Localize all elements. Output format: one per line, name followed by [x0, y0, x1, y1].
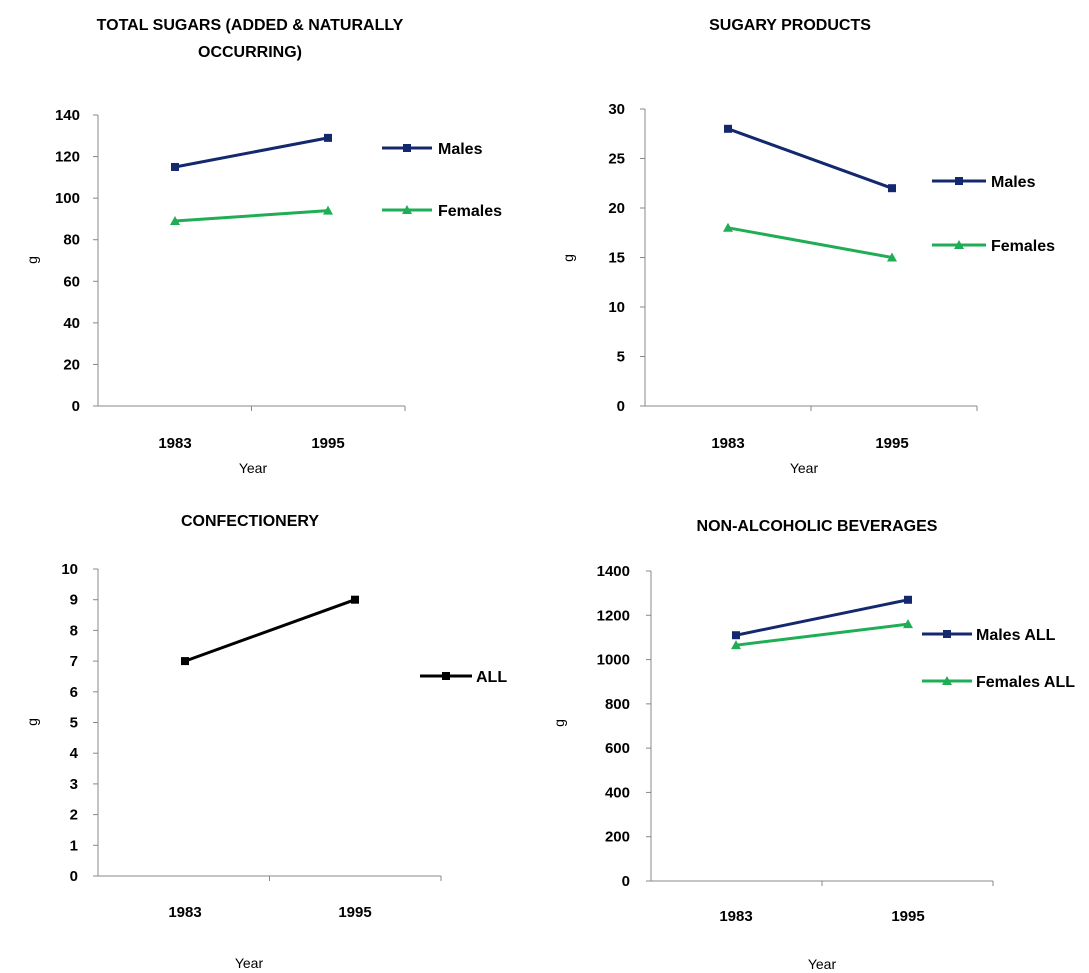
data-point-females [170, 216, 180, 226]
data-point-females [723, 222, 733, 232]
legend-marker [954, 240, 964, 249]
chart-title: SUGARY PRODUCTS [709, 17, 871, 34]
legend-label: ALL [476, 669, 507, 686]
legend-marker [402, 205, 412, 214]
y-tick-label: 1400 [597, 563, 630, 580]
y-tick-label: 200 [605, 829, 630, 846]
series-line-all [184, 598, 356, 663]
data-point-females [887, 252, 897, 262]
legend-label: Males ALL [976, 627, 1056, 644]
y-tick-label: 15 [608, 250, 625, 267]
y-tick-label: 60 [63, 273, 80, 290]
data-point-males [171, 162, 179, 171]
data-point-females-all [903, 619, 913, 629]
y-tick-label: 0 [622, 873, 630, 890]
legend-label: Males [438, 141, 483, 158]
x-axis-title: Year [239, 460, 268, 476]
y-tick-label: 10 [61, 561, 78, 578]
legend-label: Females [438, 203, 502, 220]
y-tick-label: 5 [617, 349, 625, 366]
y-axis-title: g [560, 254, 576, 262]
x-tick-label: 1983 [168, 904, 201, 921]
series-line-males [174, 136, 329, 169]
data-point-females [323, 205, 333, 215]
legend-label: Males [991, 174, 1036, 191]
x-axis-title: Year [790, 460, 819, 476]
legend-label: Females [991, 238, 1055, 255]
legend-marker [442, 672, 450, 680]
y-tick-label: 400 [605, 784, 630, 801]
y-tick-label: 9 [70, 592, 78, 609]
x-axis-title: Year [235, 955, 264, 971]
y-tick-label: 3 [70, 776, 78, 793]
chart-title: NON-ALCOHOLIC BEVERAGES [697, 518, 938, 535]
x-tick-label: 1983 [711, 435, 744, 452]
y-tick-label: 20 [63, 356, 80, 373]
y-tick-label: 1200 [597, 607, 630, 624]
legend-label: Females ALL [976, 674, 1075, 691]
y-tick-label: 30 [608, 101, 625, 118]
y-axis-title: g [24, 256, 40, 264]
y-tick-label: 1 [70, 837, 78, 854]
y-axis-title: g [24, 718, 40, 726]
y-tick-label: 40 [63, 315, 80, 332]
chart-title: CONFECTIONERY [181, 513, 319, 530]
y-tick-label: 140 [55, 107, 80, 124]
data-point-males [888, 184, 896, 193]
series-line-females [727, 226, 893, 259]
y-tick-label: 1000 [597, 652, 630, 669]
y-tick-label: 0 [70, 868, 78, 885]
data-point-males-all [904, 595, 912, 604]
y-tick-label: 0 [72, 398, 80, 415]
y-tick-label: 600 [605, 740, 630, 757]
series-line-females [174, 209, 329, 223]
y-tick-label: 10 [608, 299, 625, 316]
series-line-males [727, 127, 893, 190]
y-tick-label: 6 [70, 684, 78, 701]
legend-marker [942, 676, 952, 685]
data-point-males-all [732, 631, 740, 640]
chart-title: TOTAL SUGARS (ADDED & NATURALLY [97, 17, 404, 34]
y-tick-label: 7 [70, 653, 78, 670]
legend-marker [943, 630, 951, 638]
x-tick-label: 1983 [158, 435, 191, 452]
y-tick-label: 5 [70, 715, 78, 732]
y-tick-label: 80 [63, 232, 80, 249]
data-point-females-all [731, 640, 741, 650]
x-tick-label: 1995 [311, 435, 344, 452]
data-point-males [324, 133, 332, 142]
data-point-all [351, 595, 359, 604]
chart-non-alcoholic-beverages: NON-ALCOHOLIC BEVERAGES 0 200 400 600 800 1000… [551, 518, 1075, 972]
chart-total-sugars: TOTAL SUGARS (ADDED & NATURALLY OCCURRING… [24, 17, 502, 476]
x-tick-label: 1995 [338, 904, 371, 921]
y-tick-label: 0 [617, 398, 625, 415]
x-tick-label: 1983 [719, 908, 752, 925]
series-line-females-all [735, 622, 909, 647]
y-tick-label: 20 [608, 200, 625, 217]
chart-sugary-products: SUGARY PRODUCTS 0 5 10 15 20 25 30 1983 1995 Year g… [560, 17, 1055, 476]
y-tick-label: 4 [70, 745, 79, 762]
y-tick-label: 8 [70, 622, 78, 639]
series-line-males-all [735, 598, 909, 637]
x-tick-label: 1995 [891, 908, 924, 925]
y-tick-label: 120 [55, 149, 80, 166]
y-axis-title: g [551, 719, 567, 727]
data-point-males [724, 124, 732, 133]
x-tick-label: 1995 [875, 435, 908, 452]
y-tick-label: 25 [608, 151, 625, 168]
data-point-all [181, 657, 189, 666]
legend-marker [955, 177, 963, 185]
chart-confectionery: CONFECTIONERY 0 1 2 3 4 5 6 7 8 9 10 1983 1995 Year g AL… [24, 513, 507, 971]
x-axis-title: Year [808, 956, 837, 972]
y-tick-label: 100 [55, 190, 80, 207]
chart-title: OCCURRING) [198, 44, 302, 61]
legend-marker [403, 144, 411, 152]
y-tick-label: 800 [605, 696, 630, 713]
y-tick-label: 2 [70, 807, 78, 824]
